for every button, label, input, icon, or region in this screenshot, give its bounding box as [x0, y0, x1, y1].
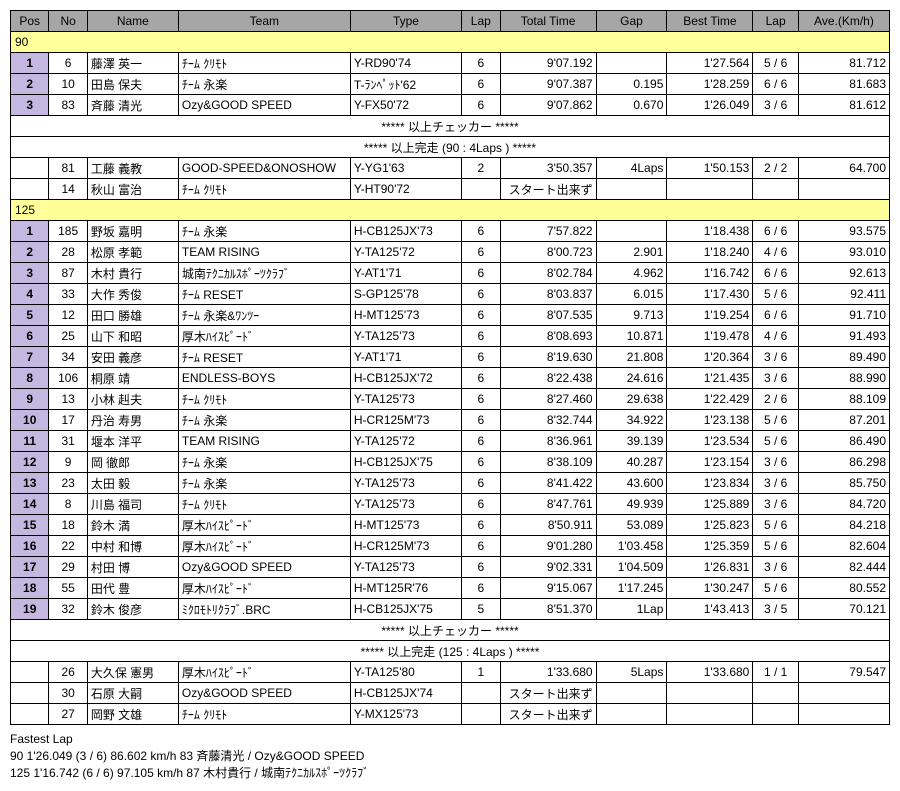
table-row: 1323太田 毅ﾁｰﾑ 永楽Y-TA125'7368'41.42243.6001…	[11, 473, 890, 494]
table-row: 26大久保 憲男厚木ﾊｲｽﾋﾟｰﾄﾞY-TA125'8011'33.6805La…	[11, 662, 890, 683]
col-header: Type	[350, 11, 461, 32]
class-header: 90	[11, 32, 890, 53]
table-row: 1932鈴木 俊彦ﾐｸﾛﾓﾄﾘｸﾗﾌﾞ.BRCH-CB125JX'7558'51…	[11, 599, 890, 620]
table-row: 27岡野 文雄ﾁｰﾑ ｸﾘﾓﾄY-MX125'73スタート出来ず	[11, 704, 890, 725]
table-row: 16藤澤 英一ﾁｰﾑ ｸﾘﾓﾄY-RD90'7469'07.1921'27.56…	[11, 53, 890, 74]
table-row: 8106桐原 靖ENDLESS-BOYSH-CB125JX'7268'22.43…	[11, 368, 890, 389]
col-header: Total Time	[500, 11, 596, 32]
table-body: 9016藤澤 英一ﾁｰﾑ ｸﾘﾓﾄY-RD90'7469'07.1921'27.…	[11, 32, 890, 725]
table-row: 383斉藤 清光Ozy&GOOD SPEEDY-FX50'7269'07.862…	[11, 95, 890, 116]
col-header: Lap	[753, 11, 799, 32]
table-row: 734安田 義彦ﾁｰﾑ RESETY-AT1'7168'19.63021.808…	[11, 347, 890, 368]
table-row: 148川島 福司ﾁｰﾑ ｸﾘﾓﾄY-TA125'7368'47.76149.93…	[11, 494, 890, 515]
header-row: PosNoNameTeamTypeLapTotal TimeGapBest Ti…	[11, 11, 890, 32]
results-table: PosNoNameTeamTypeLapTotal TimeGapBest Ti…	[10, 10, 890, 725]
table-row: 625山下 和昭厚木ﾊｲｽﾋﾟｰﾄﾞY-TA125'7368'08.69310.…	[11, 326, 890, 347]
table-row: 433大作 秀俊ﾁｰﾑ RESETS-GP125'7868'03.8376.01…	[11, 284, 890, 305]
col-header: Lap	[462, 11, 500, 32]
col-header: Pos	[11, 11, 49, 32]
col-header: Name	[87, 11, 178, 32]
table-row: 512田口 勝雄ﾁｰﾑ 永楽&ﾜﾝﾂｰH-MT125'7368'07.5359.…	[11, 305, 890, 326]
col-header: Team	[178, 11, 350, 32]
table-row: 1855田代 豊厚木ﾊｲｽﾋﾟｰﾄﾞH-MT125R'7669'15.0671'…	[11, 578, 890, 599]
col-header: Ave.(Km/h)	[798, 11, 889, 32]
class-header: 125	[11, 200, 890, 221]
banner-row: ***** 以上完走 (125 : 4Laps ) *****	[11, 641, 890, 662]
col-header: Gap	[596, 11, 667, 32]
table-row: 1131堰本 洋平TEAM RISINGY-TA125'7268'36.9613…	[11, 431, 890, 452]
table-row: 1185野坂 嘉明ﾁｰﾑ 永楽H-CB125JX'7367'57.8221'18…	[11, 221, 890, 242]
col-header: No	[49, 11, 87, 32]
banner-row: ***** 以上チェッカー *****	[11, 620, 890, 641]
banner-row: ***** 以上完走 (90 : 4Laps ) *****	[11, 137, 890, 158]
table-row: 228松原 孝範TEAM RISINGY-TA125'7268'00.7232.…	[11, 242, 890, 263]
table-row: 30石原 大嗣Ozy&GOOD SPEEDH-CB125JX'74スタート出来ず	[11, 683, 890, 704]
table-row: 81工藤 義教GOOD-SPEED&ONOSHOWY-YG1'6323'50.3…	[11, 158, 890, 179]
banner-row: ***** 以上チェッカー *****	[11, 116, 890, 137]
table-row: 387木村 貴行城南ﾃｸﾆｶﾙｽﾎﾟｰﾂｸﾗﾌﾞY-AT1'7168'02.78…	[11, 263, 890, 284]
footer-line-90: 90 1'26.049 (3 / 6) 86.602 km/h 83 斉藤清光 …	[10, 748, 890, 765]
table-row: 14秋山 富治ﾁｰﾑ ｸﾘﾓﾄY-HT90'72スタート出来ず	[11, 179, 890, 200]
table-row: 1622中村 和博厚木ﾊｲｽﾋﾟｰﾄﾞH-CR125M'7369'01.2801…	[11, 536, 890, 557]
table-row: 210田島 保夫ﾁｰﾑ 永楽T-ﾗﾝﾍﾟｯﾄ'6269'07.3870.1951…	[11, 74, 890, 95]
table-row: 1729村田 博Ozy&GOOD SPEEDY-TA125'7369'02.33…	[11, 557, 890, 578]
footer-line-125: 125 1'16.742 (6 / 6) 97.105 km/h 87 木村貴行…	[10, 765, 890, 782]
table-row: 1518鈴木 満厚木ﾊｲｽﾋﾟｰﾄﾞH-MT125'7368'50.91153.…	[11, 515, 890, 536]
col-header: Best Time	[667, 11, 753, 32]
table-row: 129岡 徹郎ﾁｰﾑ 永楽H-CB125JX'7568'38.10940.287…	[11, 452, 890, 473]
fastest-lap-footer: Fastest Lap 90 1'26.049 (3 / 6) 86.602 k…	[10, 731, 890, 781]
table-row: 1017丹治 寿男ﾁｰﾑ 永楽H-CR125M'7368'32.74434.92…	[11, 410, 890, 431]
table-row: 913小林 赳夫ﾁｰﾑ ｸﾘﾓﾄY-TA125'7368'27.46029.63…	[11, 389, 890, 410]
